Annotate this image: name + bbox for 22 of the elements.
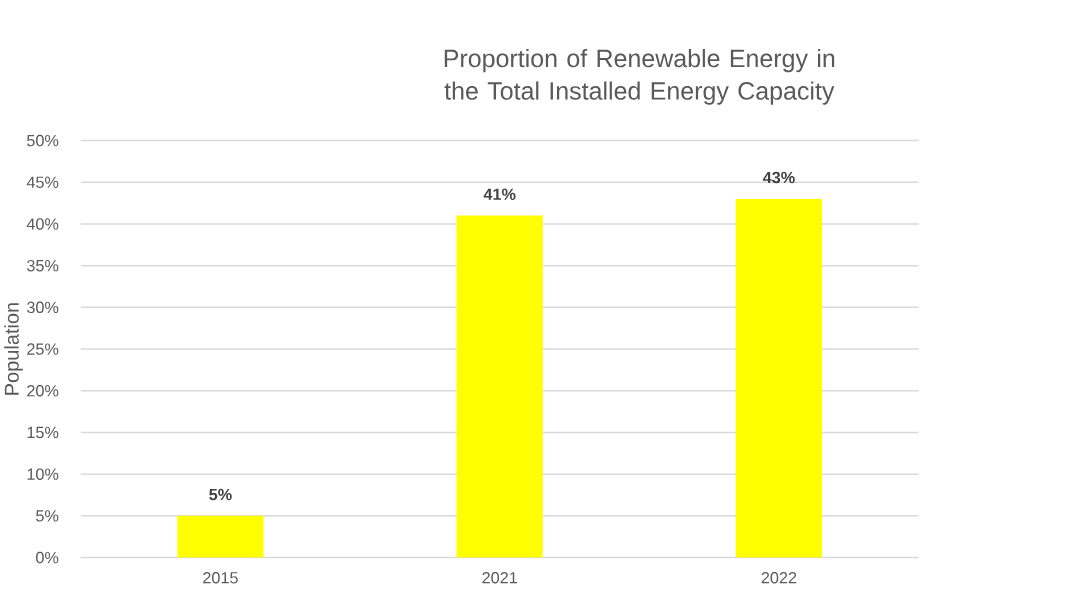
y-tick-label: 0% xyxy=(36,551,59,564)
y-tick-label: 40% xyxy=(26,218,59,230)
x-tick-label: 2021 xyxy=(482,572,517,584)
y-tick-label: 35% xyxy=(27,259,59,272)
x-tick-label: 2022 xyxy=(761,572,797,584)
y-tick-label: 5% xyxy=(36,510,59,522)
x-tick-label: 2015 xyxy=(203,572,238,584)
chart-title: Proportion of Renewable Energy in the Total Installed Energy Capacity xyxy=(444,49,835,105)
bar xyxy=(177,515,264,558)
data-label: 5% xyxy=(209,488,232,501)
data-label: 43% xyxy=(762,171,795,184)
y-tick-label: 10% xyxy=(27,468,59,480)
y-tick-label: 50% xyxy=(27,134,59,147)
y-tick-label: 15% xyxy=(27,426,59,439)
y-tick-label: 45% xyxy=(26,176,59,189)
y-axis-title: Population xyxy=(4,303,23,395)
bar xyxy=(456,215,543,558)
y-tick-label: 30% xyxy=(27,301,59,314)
bar xyxy=(735,199,823,558)
y-tick-label: 20% xyxy=(27,385,59,397)
data-label: 41% xyxy=(483,188,516,201)
y-tick-label: 25% xyxy=(27,343,59,355)
